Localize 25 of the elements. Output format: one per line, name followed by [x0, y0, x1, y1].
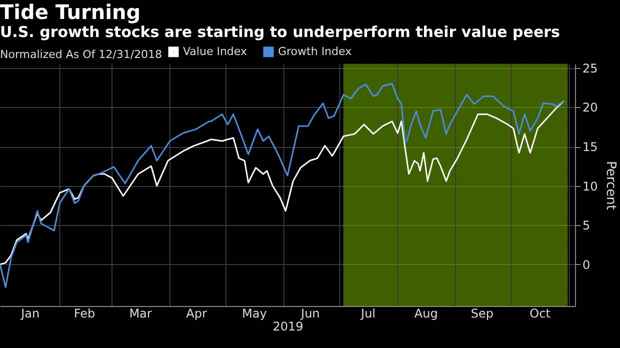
y-tick-label: 15 [582, 140, 598, 154]
x-tick-label: Oct [530, 306, 551, 320]
y-tick-label: 20 [582, 100, 598, 115]
y-tick-label: 0 [582, 258, 590, 272]
x-axis-title: 2019 [272, 320, 304, 334]
legend-label: Value Index [183, 44, 248, 58]
x-tick-label: Apr [186, 306, 207, 320]
x-tick-label: Aug [414, 306, 438, 320]
y-tick-label: 5 [582, 218, 590, 233]
x-tick-label: May [242, 306, 267, 320]
x-tick-label: Jul [360, 306, 376, 320]
legend-title: Normalized As Of 12/31/2018 [0, 48, 162, 61]
y-tick-label: 25 [582, 61, 598, 76]
legend-label: Growth Index [278, 44, 352, 58]
y-tick-label: 10 [582, 179, 598, 194]
x-tick-label: Jan [20, 306, 40, 320]
line-series [0, 100, 565, 266]
y-axis-title: Percent [602, 161, 618, 210]
x-tick-label: Mar [129, 306, 152, 320]
chart-title: Tide Turning [0, 0, 141, 24]
line-series [0, 82, 565, 288]
x-tick-label: Sep [470, 306, 494, 320]
x-tick-label: Jun [300, 306, 320, 320]
chart-subtitle: U.S. growth stocks are starting to underperform their value peers [0, 23, 560, 41]
x-tick-label: Feb [74, 306, 96, 320]
